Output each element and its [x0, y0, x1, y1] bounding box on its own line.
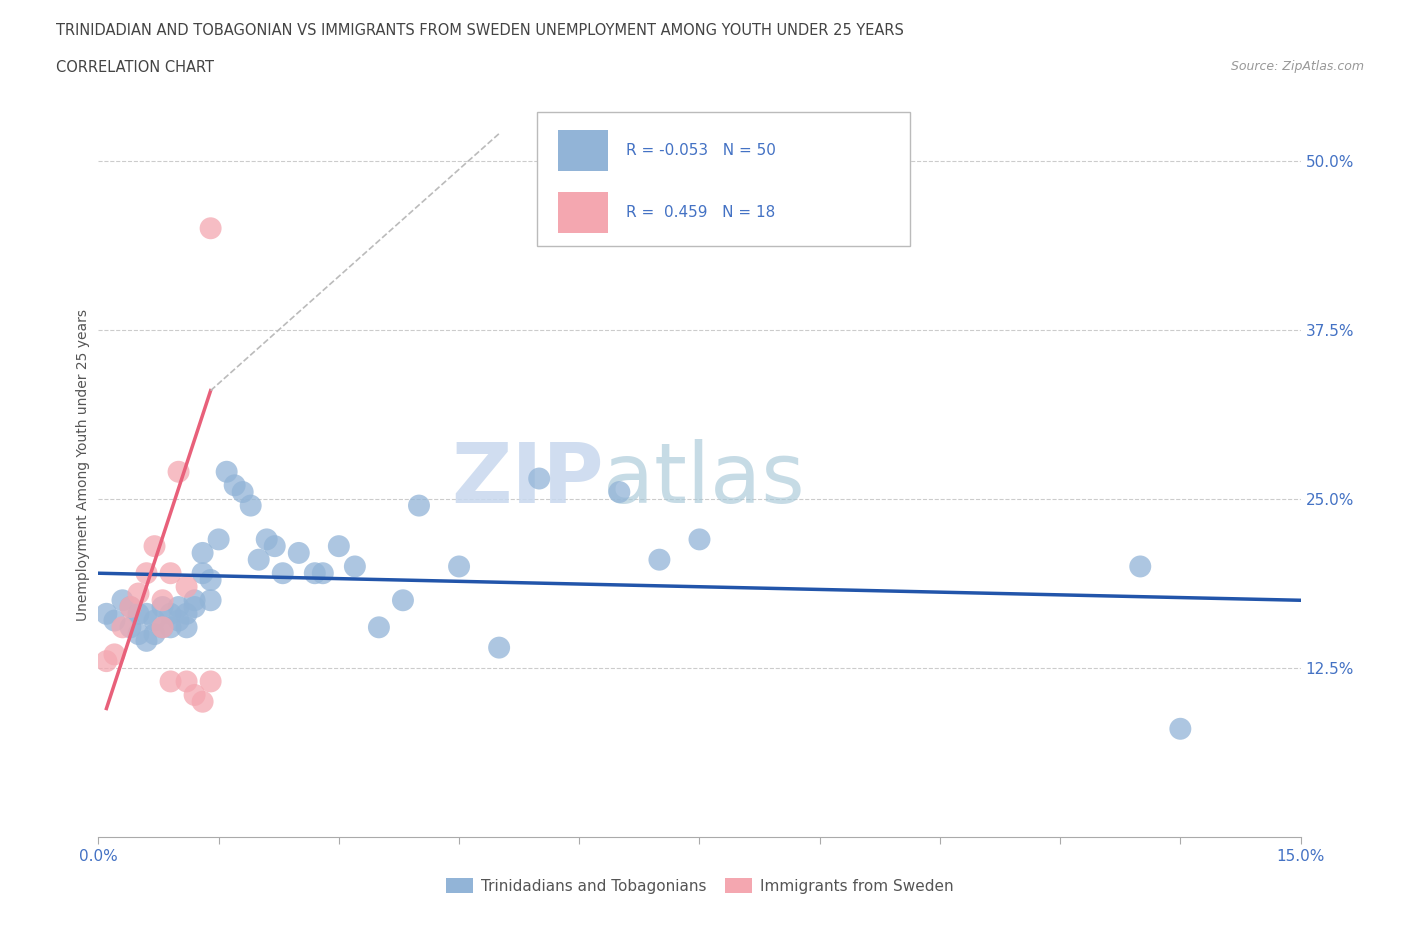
Point	[120, 600, 142, 615]
Point	[96, 654, 118, 669]
Y-axis label: Unemployment Among Youth under 25 years: Unemployment Among Youth under 25 years	[76, 309, 90, 621]
Point	[1170, 722, 1192, 737]
Point	[312, 565, 335, 580]
Point	[143, 538, 166, 553]
Point	[200, 573, 222, 588]
Point	[135, 606, 157, 621]
Point	[392, 592, 415, 607]
Point	[191, 565, 214, 580]
Point	[200, 592, 222, 607]
Point	[368, 620, 391, 635]
Point	[239, 498, 262, 513]
Point	[143, 627, 166, 642]
FancyBboxPatch shape	[558, 192, 609, 232]
Point	[176, 620, 198, 635]
FancyBboxPatch shape	[558, 130, 609, 171]
Point	[447, 559, 470, 574]
Point	[167, 464, 190, 479]
Point	[176, 606, 198, 621]
Text: CORRELATION CHART: CORRELATION CHART	[56, 60, 214, 75]
Point	[183, 687, 205, 702]
Point	[488, 640, 510, 655]
Text: R = -0.053   N = 50: R = -0.053 N = 50	[626, 143, 776, 158]
Point	[247, 552, 270, 567]
Legend: Trinidadians and Tobagonians, Immigrants from Sweden: Trinidadians and Tobagonians, Immigrants…	[440, 872, 959, 900]
Text: Source: ZipAtlas.com: Source: ZipAtlas.com	[1230, 60, 1364, 73]
Point	[159, 620, 181, 635]
Point	[159, 606, 181, 621]
Point	[128, 586, 150, 601]
Point	[191, 546, 214, 561]
Point	[135, 633, 157, 648]
Point	[288, 546, 311, 561]
Point	[408, 498, 430, 513]
Point	[111, 592, 134, 607]
Point	[232, 485, 254, 499]
Point	[224, 478, 246, 493]
Point	[128, 627, 150, 642]
Point	[304, 565, 326, 580]
Point	[343, 559, 366, 574]
Text: R =  0.459   N = 18: R = 0.459 N = 18	[626, 205, 775, 219]
Point	[103, 613, 125, 628]
Text: ZIP: ZIP	[451, 439, 603, 521]
Point	[689, 532, 711, 547]
Point	[529, 472, 551, 486]
Point	[152, 600, 174, 615]
Point	[215, 464, 238, 479]
Point	[208, 532, 231, 547]
Point	[271, 565, 294, 580]
Point	[120, 620, 142, 635]
Point	[128, 606, 150, 621]
Point	[183, 592, 205, 607]
Point	[191, 695, 214, 710]
Point	[111, 620, 134, 635]
Point	[176, 674, 198, 689]
Point	[152, 620, 174, 635]
Point	[609, 485, 631, 499]
Point	[135, 565, 157, 580]
Point	[96, 606, 118, 621]
Point	[167, 613, 190, 628]
Point	[103, 647, 125, 662]
FancyBboxPatch shape	[537, 112, 910, 246]
Point	[120, 600, 142, 615]
Point	[167, 600, 190, 615]
Point	[200, 220, 222, 235]
Point	[143, 613, 166, 628]
Point	[256, 532, 278, 547]
Point	[152, 620, 174, 635]
Point	[1129, 559, 1152, 574]
Point	[648, 552, 671, 567]
Text: TRINIDADIAN AND TOBAGONIAN VS IMMIGRANTS FROM SWEDEN UNEMPLOYMENT AMONG YOUTH UN: TRINIDADIAN AND TOBAGONIAN VS IMMIGRANTS…	[56, 23, 904, 38]
Point	[159, 674, 181, 689]
Text: atlas: atlas	[603, 439, 806, 521]
Point	[263, 538, 285, 553]
Point	[328, 538, 350, 553]
Point	[152, 592, 174, 607]
Point	[176, 579, 198, 594]
Point	[183, 600, 205, 615]
Point	[200, 674, 222, 689]
Point	[159, 565, 181, 580]
